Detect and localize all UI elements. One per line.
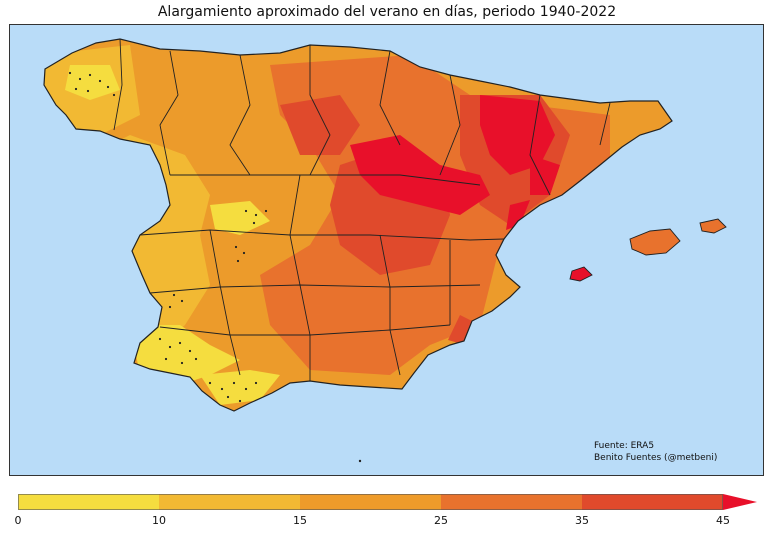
tick-label: 35 [575, 514, 589, 527]
source-line: Fuente: ERA5 [594, 441, 655, 451]
spain-map [10, 25, 763, 475]
zone-castilla [280, 95, 360, 155]
colorbar-bin [18, 494, 159, 510]
zone-galicia-south [65, 65, 120, 100]
province-borders [43, 38, 673, 412]
tick-label: 25 [434, 514, 448, 527]
ebro-valley-hotspot [350, 135, 490, 215]
tick-label: 45 [716, 514, 730, 527]
mallorca-island [629, 228, 681, 256]
castellon-hotspot [506, 200, 530, 230]
map-frame [9, 24, 764, 476]
map-title: Alargamiento aproximado del verano en dí… [157, 4, 617, 20]
zone-centro [210, 201, 270, 235]
tick-label: 10 [152, 514, 166, 527]
colorbar [18, 494, 757, 510]
colorbar-bin [441, 494, 582, 510]
tick-label: 15 [293, 514, 307, 527]
zone-cadiz [200, 370, 280, 405]
tick-label: 0 [14, 514, 22, 527]
colorbar-outline [18, 494, 723, 510]
source-credit: Fuente: ERA5 Benito Fuentes (@metbeni) [594, 440, 717, 464]
catalonia-hotspot [530, 155, 560, 195]
colorbar-extend-arrow [723, 494, 757, 510]
colorbar-bin [159, 494, 300, 510]
ibiza-island [569, 266, 593, 282]
author-line: Benito Fuentes (@metbeni) [594, 453, 718, 463]
colorbar-bin [300, 494, 441, 510]
alboran-dot [358, 459, 362, 463]
menorca-island [699, 218, 727, 234]
significance-dots [68, 71, 268, 403]
colorbar-bin [582, 494, 723, 510]
